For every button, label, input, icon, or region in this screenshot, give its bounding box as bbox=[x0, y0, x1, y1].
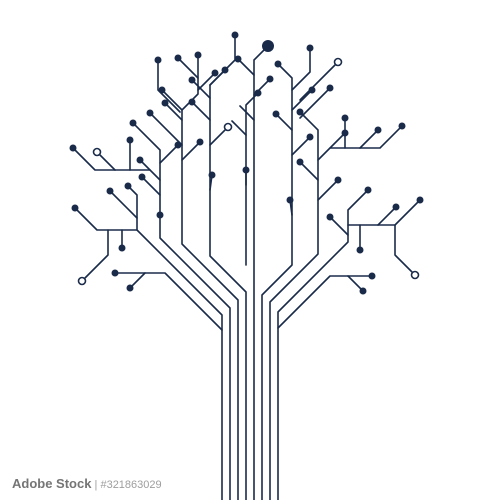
pad-solid bbox=[162, 100, 169, 107]
pad-hollow bbox=[79, 278, 86, 285]
pad-solid bbox=[375, 127, 382, 134]
pad-solid bbox=[393, 204, 400, 211]
pad-solid bbox=[195, 52, 202, 59]
pad-hollow bbox=[225, 124, 232, 131]
pad-solid bbox=[307, 134, 314, 141]
pad-solid bbox=[189, 77, 196, 84]
pad-solid bbox=[327, 214, 334, 221]
pad-hollow bbox=[412, 272, 419, 279]
pad-solid bbox=[307, 45, 314, 52]
pad-solid bbox=[235, 56, 242, 63]
watermark-brand: Adobe Stock bbox=[12, 476, 92, 491]
pad-solid bbox=[297, 159, 304, 166]
background bbox=[0, 0, 500, 500]
circuit-tree-diagram: Adobe Stock | #321863029 bbox=[0, 0, 500, 500]
pad-solid bbox=[130, 120, 137, 127]
pad-solid bbox=[369, 273, 376, 280]
pad-solid bbox=[232, 32, 239, 39]
pad-solid bbox=[357, 247, 364, 254]
pad-solid bbox=[399, 123, 406, 130]
pad-solid bbox=[107, 188, 114, 195]
pad-solid bbox=[342, 115, 349, 122]
pad-solid bbox=[365, 187, 372, 194]
pad-solid bbox=[273, 111, 280, 118]
pad-solid bbox=[157, 212, 164, 219]
pad-hollow bbox=[94, 149, 101, 156]
pad-solid bbox=[262, 40, 274, 52]
pad-solid bbox=[417, 197, 424, 204]
pad-solid bbox=[127, 285, 134, 292]
pad-solid bbox=[147, 110, 154, 117]
pad-solid bbox=[139, 174, 146, 181]
pad-solid bbox=[327, 85, 334, 92]
pad-solid bbox=[197, 139, 204, 146]
pad-solid bbox=[119, 245, 126, 252]
watermark-separator: | bbox=[91, 479, 100, 491]
pad-solid bbox=[189, 99, 196, 106]
pad-solid bbox=[127, 137, 134, 144]
watermark: Adobe Stock | #321863029 bbox=[12, 476, 162, 491]
pad-solid bbox=[72, 205, 79, 212]
pad-solid bbox=[70, 145, 77, 152]
pad-solid bbox=[112, 270, 119, 277]
pad-solid bbox=[175, 55, 182, 62]
pad-solid bbox=[360, 288, 367, 295]
pad-solid bbox=[297, 109, 304, 116]
pad-solid bbox=[137, 157, 144, 164]
watermark-id: #321863029 bbox=[100, 479, 161, 491]
pad-solid bbox=[267, 76, 274, 83]
pad-hollow bbox=[335, 59, 342, 66]
pad-solid bbox=[275, 61, 282, 68]
pad-solid bbox=[335, 177, 342, 184]
pad-solid bbox=[222, 67, 229, 74]
pad-solid bbox=[212, 70, 219, 77]
pad-solid bbox=[125, 183, 132, 190]
pad-solid bbox=[155, 57, 162, 64]
